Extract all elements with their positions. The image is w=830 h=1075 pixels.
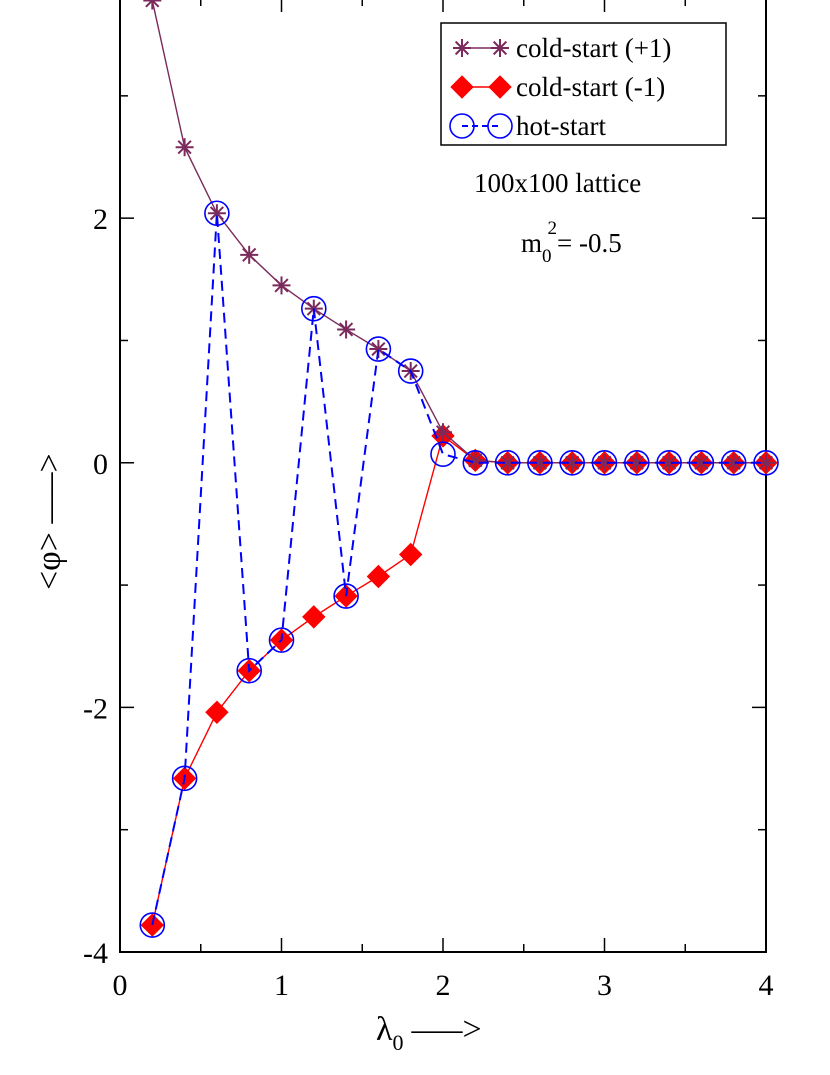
data-point (688, 449, 715, 476)
data-point (300, 295, 327, 322)
legend-marker (453, 39, 471, 57)
asterisk-stroke (597, 455, 612, 470)
legend-marker (449, 113, 475, 139)
asterisk-stroke (565, 455, 580, 470)
data-point (757, 453, 775, 472)
y-axis-label: <φ> —–> (31, 453, 68, 590)
legend-label: cold-start (-1) (516, 72, 665, 102)
asterisk-stroke (726, 455, 741, 470)
x-axis-label: λ0 —–> (376, 1011, 482, 1055)
data-point (724, 453, 743, 472)
axis-ticks (119, 0, 767, 953)
data-point (272, 276, 291, 295)
data-point (139, 912, 166, 938)
asterisk-stroke (454, 40, 470, 56)
asterisk-stroke (758, 455, 774, 470)
series-line (151, 434, 766, 926)
data-point (434, 423, 452, 442)
data-point (365, 336, 392, 362)
data-point (171, 765, 198, 792)
series-line (151, 213, 766, 926)
asterisk-stroke (371, 341, 386, 357)
legend-marker (488, 75, 512, 99)
asterisk-stroke (339, 322, 354, 337)
data-point (337, 320, 356, 339)
series-circle (139, 200, 779, 938)
asterisk-stroke (468, 453, 483, 468)
data-point (240, 245, 259, 264)
asterisk-stroke (532, 455, 547, 470)
data-point (302, 605, 326, 629)
data-point (175, 138, 194, 157)
legend-label: hot-start (516, 111, 606, 141)
x-tick-label: 2 (436, 969, 451, 1002)
legend-marker (487, 113, 513, 139)
y-tick-label: 2 (93, 203, 108, 236)
legend-label: cold-start (+1) (516, 33, 671, 63)
asterisk-stroke (500, 455, 515, 470)
x-tick-label: 0 (113, 969, 128, 1002)
data-point (430, 441, 456, 468)
asterisk-stroke (242, 247, 257, 262)
data-point (143, 0, 162, 10)
data-point (205, 700, 229, 724)
legend: cold-start (+1) cold-start (-1) hot-start (440, 22, 727, 146)
data-point (559, 449, 586, 476)
asterisk-stroke (209, 206, 224, 221)
series-diamond (140, 424, 778, 937)
asterisk-stroke (694, 455, 709, 470)
data-point (462, 449, 489, 476)
y-tick-label: -2 (83, 692, 108, 725)
asterisk-stroke (435, 425, 451, 440)
data-point (397, 358, 424, 384)
data-point (333, 583, 359, 609)
y-tick-label: 0 (93, 448, 108, 481)
asterisk-stroke (177, 140, 192, 155)
legend-marker (491, 39, 509, 57)
series-layer (139, 0, 779, 938)
data-point (623, 449, 650, 476)
legend-marker (450, 75, 474, 99)
x-tick-label: 4 (759, 969, 774, 1002)
y-tick-label: -4 (83, 937, 108, 970)
asterisk-stroke (629, 455, 644, 470)
data-point (236, 657, 262, 684)
legend-item: cold-start (-1) (450, 72, 665, 102)
data-point (753, 449, 779, 476)
mass-annotation: m02= -0.5 (521, 218, 622, 267)
data-point (591, 449, 618, 476)
data-point (204, 200, 230, 227)
legend-item: cold-start (+1) (453, 33, 671, 63)
data-point (268, 627, 295, 653)
data-point (656, 449, 682, 476)
axis-tick-labels: 0 1 2 3 4 -4 -2 0 2 (83, 203, 774, 1002)
data-point (527, 449, 553, 476)
asterisk-stroke (662, 455, 677, 470)
x-tick-label: 3 (597, 969, 612, 1002)
lattice-annotation: 100x100 lattice (474, 168, 641, 198)
data-point (494, 449, 521, 476)
asterisk-stroke (274, 278, 289, 293)
asterisk-stroke (145, 0, 155, 8)
legend-item: hot-start (449, 111, 606, 141)
data-point (366, 564, 391, 589)
data-point (398, 542, 423, 567)
x-tick-label: 1 (274, 969, 289, 1002)
data-point (720, 449, 747, 476)
asterisk-stroke (492, 40, 508, 56)
